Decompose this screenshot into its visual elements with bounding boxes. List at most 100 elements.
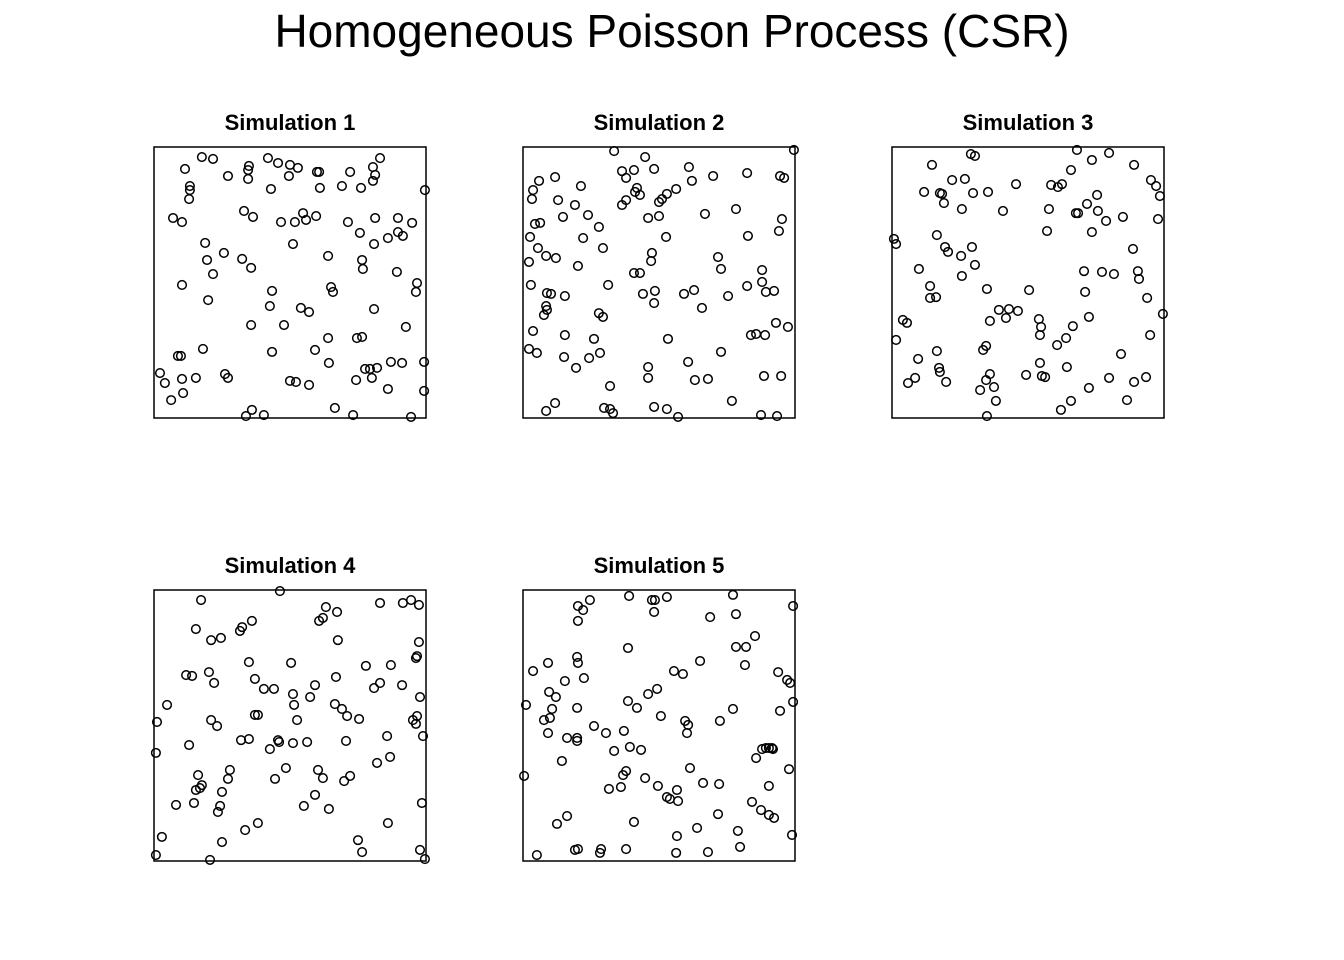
point [677, 668, 688, 680]
point [176, 279, 188, 290]
point [528, 325, 539, 337]
point [609, 745, 620, 757]
point [621, 844, 632, 855]
point [968, 188, 979, 199]
point [604, 380, 616, 392]
point [618, 770, 629, 781]
panel-title: Simulation 3 [963, 110, 1094, 135]
panel: Simulation 3 [888, 110, 1168, 422]
point [755, 805, 767, 816]
point [746, 796, 758, 807]
point [1145, 330, 1156, 341]
point [695, 655, 706, 667]
point [947, 175, 958, 186]
point [1127, 243, 1139, 254]
point [727, 589, 739, 600]
point [371, 757, 383, 768]
point [910, 372, 921, 383]
point [559, 291, 570, 302]
point [755, 409, 767, 421]
point [368, 683, 380, 694]
point [287, 238, 299, 250]
point [653, 196, 665, 208]
point [526, 193, 538, 205]
point [264, 744, 275, 755]
point [678, 288, 690, 299]
point [599, 402, 610, 414]
point [309, 789, 321, 800]
point [314, 615, 325, 626]
point [562, 732, 573, 744]
plot-frame [522, 146, 796, 419]
point [340, 735, 352, 746]
point [215, 632, 226, 644]
point [634, 189, 646, 201]
point [708, 170, 719, 182]
point [622, 696, 634, 707]
point [984, 315, 995, 327]
point [643, 689, 654, 700]
point [156, 831, 167, 842]
panel-title: Simulation 1 [225, 110, 356, 135]
point [336, 703, 348, 715]
point [773, 667, 784, 678]
point [215, 800, 226, 812]
point [1056, 179, 1068, 190]
point [684, 762, 696, 774]
panel-title: Simulation 2 [594, 110, 725, 135]
point [413, 636, 424, 648]
point [603, 783, 615, 794]
point [419, 854, 430, 865]
point [661, 231, 672, 243]
point [624, 741, 635, 752]
point [323, 250, 334, 261]
point [1034, 357, 1046, 369]
point [278, 319, 290, 331]
point [252, 709, 263, 720]
point [931, 346, 942, 357]
point [207, 153, 219, 164]
point [550, 172, 561, 183]
point [715, 263, 727, 275]
point [603, 279, 614, 290]
point [956, 204, 967, 215]
point [578, 605, 589, 616]
point [672, 411, 684, 422]
point [600, 728, 612, 739]
point [1081, 198, 1093, 209]
point [354, 713, 365, 725]
point [368, 238, 380, 250]
point [745, 330, 756, 341]
point [212, 720, 223, 732]
point [631, 702, 643, 713]
point [553, 195, 564, 206]
point [1012, 305, 1023, 317]
point [628, 267, 640, 279]
point [535, 217, 546, 228]
point [931, 230, 942, 241]
point [305, 691, 316, 703]
point [360, 660, 371, 671]
point [200, 237, 211, 248]
point [222, 372, 234, 383]
point [981, 283, 992, 295]
point [551, 818, 563, 829]
point [382, 383, 393, 395]
point [360, 363, 371, 374]
point [643, 212, 654, 224]
point [770, 317, 782, 328]
point [557, 211, 569, 222]
point [1086, 154, 1097, 166]
point [630, 186, 641, 198]
point [541, 405, 552, 417]
point [342, 710, 353, 722]
point [621, 172, 632, 183]
point [671, 847, 682, 858]
point [339, 776, 350, 787]
point [374, 597, 386, 609]
point [640, 151, 651, 163]
point [925, 280, 936, 292]
point [788, 696, 799, 707]
